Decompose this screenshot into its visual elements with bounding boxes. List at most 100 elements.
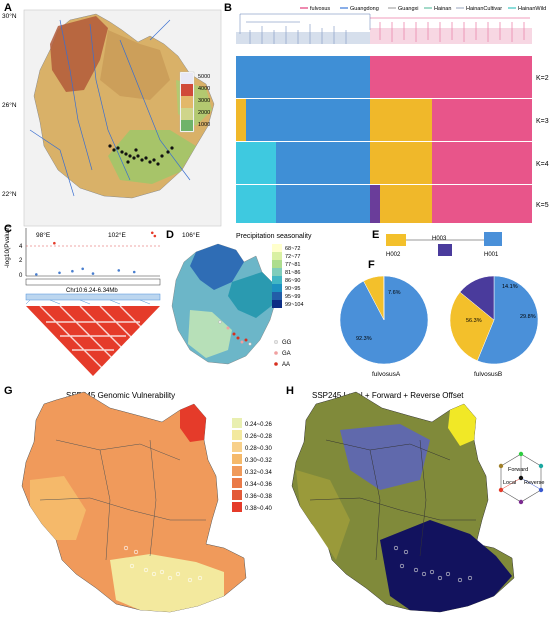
- legend-reverse: Reverse: [524, 480, 544, 486]
- structure-k2: K=2: [236, 56, 549, 98]
- genotype-aa: AA: [282, 362, 290, 368]
- pie-b-slice-2-label: 29.8%: [520, 314, 536, 320]
- panel-e: E H002 H003 H001: [372, 229, 502, 258]
- panel-c-letter: C: [4, 223, 12, 235]
- panel-b-letter: B: [224, 2, 232, 14]
- association-point: [81, 267, 84, 271]
- panel-h: H SSP245 Local + Forward + Reverse Offse…: [286, 385, 552, 613]
- haplotype-h001-node: [484, 232, 502, 246]
- vuln-l2: 0.26~0.28: [245, 434, 273, 440]
- offset-borders: [309, 439, 476, 561]
- panel-c-scatter: 4 2 0: [19, 228, 160, 279]
- haplotype-h001-label: H001: [484, 252, 499, 258]
- association-point: [71, 269, 74, 273]
- offset-olive: [296, 470, 350, 560]
- vuln-l7: 0.36~0.38: [245, 494, 273, 500]
- h-sample-points: [393, 545, 473, 583]
- pie-fulvosusA: [339, 275, 429, 365]
- vuln-l4: 0.30~0.32: [245, 458, 273, 464]
- offset-darkblue: [380, 520, 512, 612]
- structure-k3: K=3: [236, 99, 549, 141]
- sample-points: [108, 144, 174, 166]
- panel-h-title: SSP245 Local + Forward + Reverse Offset: [312, 391, 464, 400]
- legend-hainancultivar: HainanCultivar: [466, 6, 502, 12]
- panel-g-title: SSP245 Genomic Vulnerability: [66, 391, 175, 400]
- genotype-points: [218, 320, 252, 346]
- pie-slice-h003: [459, 275, 495, 321]
- vulnerability-legend: 0.24~0.26 0.26~0.28 0.28~0.30 0.30~0.32 …: [232, 418, 273, 512]
- vulnerability-mid: [30, 476, 86, 540]
- panel-f: F 92.3% 7.6% 56.3% 29.8% 14.1% fulvosusA…: [339, 259, 539, 378]
- association-point: [91, 272, 95, 275]
- genotype-ga: GA: [282, 351, 291, 357]
- association-point: [58, 271, 61, 275]
- haplotype-h002-label: H002: [386, 252, 401, 258]
- ld-heatmap: [26, 306, 160, 376]
- panel-c: C -log10(Pvalue) 4 2 0 Chr10:6.24-6.34Mb: [4, 223, 161, 377]
- lon-106: 106°E: [182, 231, 200, 239]
- prefecture-borders: [39, 439, 206, 561]
- pie-slice-h001: [339, 275, 429, 365]
- panel-d: D Precipitation seasonality 68~72 72~77: [166, 229, 312, 368]
- vuln-l1: 0.24~0.26: [245, 422, 273, 428]
- panel-g-letter: G: [4, 385, 13, 397]
- vulnerability-high: [180, 404, 206, 442]
- k3-label: K=3: [536, 118, 549, 125]
- offset-blue: [340, 424, 430, 490]
- pie-slice-h002: [449, 291, 495, 362]
- lon-98: 98°E: [36, 231, 51, 239]
- lon-102: 102°E: [108, 231, 126, 239]
- legend-guangdong: Guangdong: [350, 6, 379, 12]
- precip-l1: 68~72: [285, 246, 300, 252]
- vuln-l6: 0.34~0.36: [245, 482, 273, 488]
- gene-track: [25, 278, 161, 286]
- vuln-l3: 0.28~0.30: [245, 446, 273, 452]
- pie-fulvosusB: [449, 275, 539, 365]
- g-sample-points: [123, 545, 203, 583]
- vulnerability-low: [110, 554, 224, 612]
- ld-heatmap-texture: [39, 305, 151, 377]
- panel-c-ylabel: -log10(Pvalue): [4, 226, 11, 268]
- structure-k5: K=5: [236, 185, 549, 223]
- association-point: [153, 234, 157, 238]
- c-ytick-2: 2: [19, 258, 23, 264]
- panel-a-letter: A: [4, 2, 12, 14]
- elevation-low: [108, 130, 196, 184]
- legend-hainan: Hainan: [434, 6, 451, 12]
- precip-legend: 68~72 72~77 77~81 81~86 86~90 90~95 95~9…: [272, 244, 304, 308]
- region-label: Chr10:6.24-6.34Mb: [66, 288, 118, 294]
- pie-a-slice-2-label: 7.6%: [388, 290, 401, 296]
- legend-guangxi: Guangxi: [398, 6, 419, 12]
- elev-5000: 5000: [198, 74, 210, 80]
- genotype-legend: GG GA AA: [274, 340, 292, 368]
- panel-g: G SSP245 Genomic Vulnerability 0.24~0.26…: [4, 385, 273, 613]
- phylo-tree: [236, 13, 532, 44]
- haplotype-h002-node: [386, 234, 406, 246]
- pie-b-label: fulvosusB: [474, 371, 502, 378]
- legend-hainanwild: HainanWild: [518, 6, 546, 12]
- offset-yellow: [448, 404, 476, 446]
- panel-b-legend: fulvosus Guangdong Guangxi Hainan Hainan…: [300, 6, 546, 12]
- precip-high: [190, 244, 244, 290]
- vuln-l8: 0.38~0.40: [245, 506, 273, 512]
- panel-b: B fulvosus Guangdong Guangxi Hainan Hain…: [224, 2, 549, 223]
- k4-label: K=4: [536, 161, 549, 168]
- pie-a-label: fulvosusA: [372, 371, 401, 378]
- elev-4000: 4000: [198, 86, 210, 92]
- association-point: [117, 269, 121, 272]
- precip-l3: 77~81: [285, 262, 300, 268]
- panel-a: A 5000 4000 3000 2000 1000: [2, 2, 222, 239]
- haplotype-h003-node: [438, 244, 452, 256]
- precip-l8: 99~104: [285, 302, 304, 308]
- elevation-high: [50, 16, 108, 92]
- lat-22: 22°N: [2, 190, 17, 198]
- pie-b-slice-3-label: 14.1%: [502, 284, 518, 290]
- legend-fulvosus: fulvosus: [310, 6, 330, 12]
- panel-d-letter: D: [166, 229, 174, 241]
- elevation-mid: [100, 30, 170, 100]
- offset-hex-legend: Forward Local Reverse: [490, 448, 552, 510]
- panel-h-letter: H: [286, 385, 294, 397]
- elevation-legend: 5000 4000 3000 2000 1000: [179, 71, 210, 133]
- panel-e-letter: E: [372, 229, 379, 241]
